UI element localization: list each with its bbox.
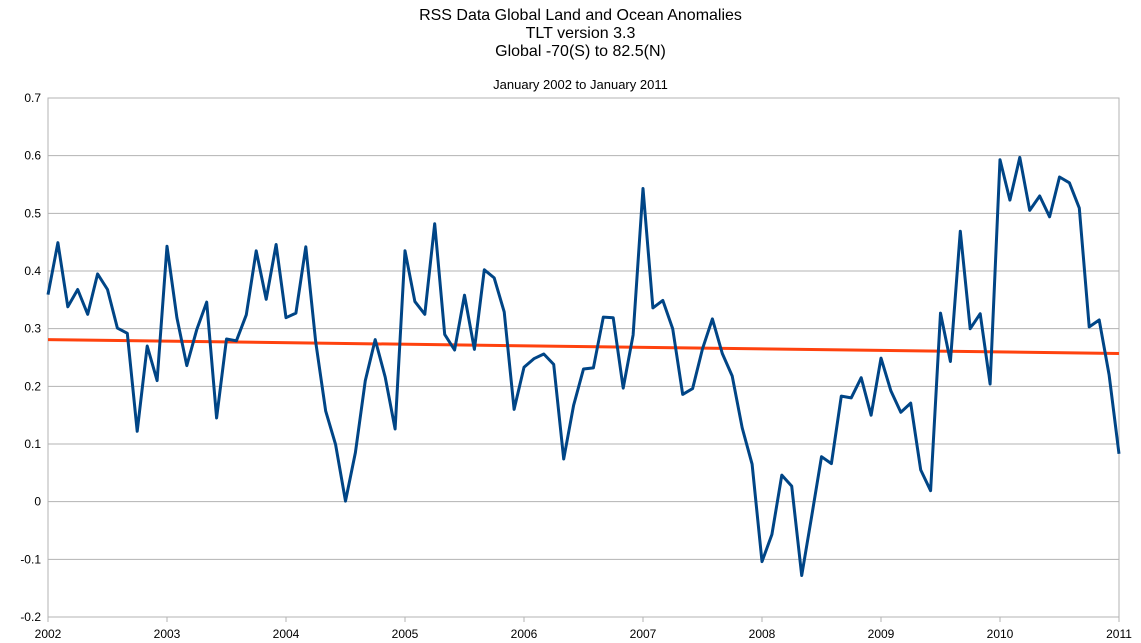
x-tick-label: 2003: [154, 627, 181, 641]
plot-frame: [47, 97, 1120, 618]
x-tick-label: 2004: [273, 627, 300, 641]
x-tick-label: 2006: [511, 627, 538, 641]
y-tick-label: 0.6: [24, 149, 41, 163]
y-tick-label: -0.2: [20, 610, 41, 624]
x-tick-label: 2008: [749, 627, 776, 641]
y-tick-label: 0.1: [24, 437, 41, 451]
y-tick-label: 0.3: [24, 322, 41, 336]
chart-title-block: RSS Data Global Land and Ocean Anomalies…: [0, 7, 1141, 61]
y-tick-label: 0: [34, 495, 41, 509]
y-tick-label: 0.4: [24, 264, 41, 278]
y-tick-label: 0.2: [24, 379, 41, 393]
x-tick-label: 2002: [35, 627, 62, 641]
y-tick-label: 0.7: [24, 91, 41, 105]
chart-subtitle: January 2002 to January 2011: [493, 77, 668, 92]
x-tick-label: 2007: [630, 627, 657, 641]
chart-title-line-3: Global -70(S) to 82.5(N): [495, 43, 666, 60]
y-tick-label: -0.1: [20, 552, 41, 566]
x-tick-label: 2011: [1106, 627, 1132, 641]
x-tick-label: 2009: [868, 627, 895, 641]
anomaly-series-line: [46, 155, 1121, 577]
y-tick-label: 0.5: [24, 206, 41, 220]
x-tick-label: 2005: [392, 627, 419, 641]
chart-title-line-1: RSS Data Global Land and Ocean Anomalies: [419, 7, 742, 24]
x-tick-label: 2010: [987, 627, 1014, 641]
chart-title-line-2: TLT version 3.3: [525, 25, 636, 42]
